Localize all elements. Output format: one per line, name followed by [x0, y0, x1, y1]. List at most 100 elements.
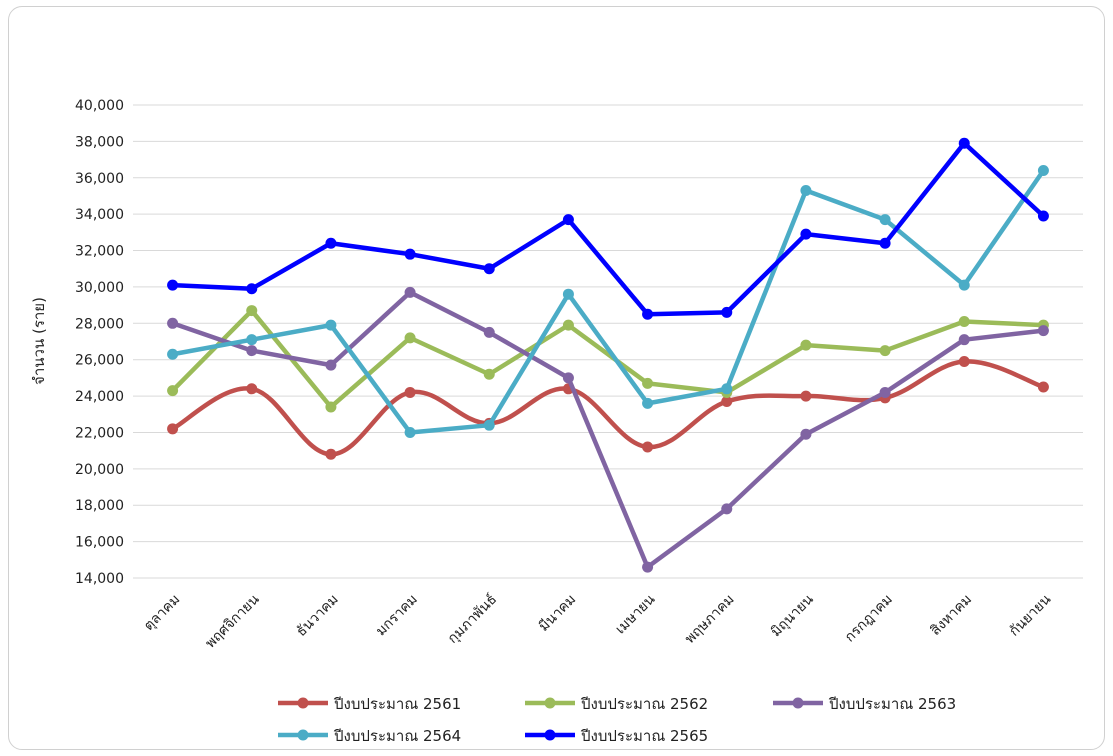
series-line: [171, 290, 1044, 570]
series-lines: [167, 137, 1049, 573]
x-tick-label: กรกฎาคม: [842, 592, 896, 646]
data-point: [404, 286, 416, 298]
data-point: [167, 279, 179, 291]
series-line: [172, 140, 1045, 317]
y-tick-label: 22,000: [75, 425, 124, 441]
series-line: [170, 308, 1044, 410]
data-point: [879, 237, 891, 249]
data-point: [1037, 381, 1049, 393]
legend-label: ปีงบประมาณ 2565: [580, 727, 708, 745]
data-point: [721, 396, 733, 408]
data-point: [562, 319, 574, 331]
legend-swatch-marker: [792, 697, 804, 709]
y-tick-label: 40,000: [75, 98, 124, 114]
legend-swatch-marker: [297, 729, 309, 741]
data-point: [1037, 325, 1049, 337]
legend: ปีงบประมาณ 2561 ปีงบประมาณ 2562 ปีงบประมาณ…: [278, 695, 956, 745]
x-axis-ticks: ตุลาคม พฤศจิกายน ธันวาคม มกราคม กุมภาพันธ์ มี…: [141, 591, 1055, 652]
data-point: [958, 279, 970, 291]
data-point: [404, 248, 416, 260]
legend-item: ปีงบประมาณ 2565: [525, 727, 708, 745]
y-tick-label: 26,000: [75, 353, 124, 369]
data-point: [800, 390, 812, 402]
x-tick-label: พฤศจิกายน: [203, 591, 263, 651]
gridlines: [133, 104, 1083, 579]
data-point: [879, 386, 891, 398]
data-point: [246, 283, 258, 295]
data-point: [325, 401, 337, 413]
x-tick-label: ตุลาคม: [141, 592, 184, 635]
x-tick-label: กันยายน: [1006, 591, 1054, 639]
data-point: [800, 428, 812, 440]
x-tick-label: สิงหาคม: [928, 592, 975, 639]
data-point: [483, 419, 495, 431]
data-point: [167, 423, 179, 435]
legend-item: ปีงบประมาณ 2563: [773, 695, 956, 713]
x-tick-label: มกราคม: [373, 592, 421, 640]
series-line: [172, 169, 1046, 435]
series-3: [167, 286, 1049, 573]
data-point: [246, 345, 258, 357]
data-point: [958, 137, 970, 149]
data-point: [404, 386, 416, 398]
data-point: [800, 228, 812, 240]
data-point: [642, 308, 654, 320]
data-point: [483, 326, 495, 338]
y-tick-label: 38,000: [75, 134, 124, 150]
legend-swatch-marker: [544, 729, 556, 741]
data-point: [642, 397, 654, 409]
data-point: [800, 339, 812, 351]
y-tick-label: 14,000: [75, 571, 124, 587]
data-point: [721, 306, 733, 318]
y-tick-label: 20,000: [75, 462, 124, 478]
data-point: [958, 356, 970, 368]
data-point: [562, 372, 574, 384]
x-tick-label: เมษายน: [613, 591, 659, 637]
data-point: [167, 348, 179, 360]
x-tick-label: พฤษภาคม: [682, 592, 738, 648]
y-axis-ticks: 14,000 16,000 18,000 20,000 22,000 24,000 26,0…: [75, 98, 124, 587]
y-tick-label: 32,000: [75, 244, 124, 260]
legend-item: ปีงบประมาณ 2562: [525, 695, 708, 713]
legend-label: ปีงบประมาณ 2561: [333, 695, 461, 713]
y-tick-label: 28,000: [75, 316, 124, 332]
data-point: [958, 334, 970, 346]
data-point: [1037, 164, 1049, 176]
legend-swatch-marker: [544, 697, 556, 709]
data-point: [958, 315, 970, 327]
y-tick-label: 18,000: [75, 498, 124, 514]
data-point: [167, 317, 179, 329]
data-point: [879, 214, 891, 226]
data-point: [246, 334, 258, 346]
legend-label: ปีงบประมาณ 2564: [333, 727, 461, 745]
data-point: [1037, 210, 1049, 222]
data-point: [325, 237, 337, 249]
legend-item: ปีงบประมาณ 2564: [278, 727, 461, 745]
data-point: [246, 383, 258, 395]
x-tick-label: ธันวาคม: [293, 592, 341, 640]
data-point: [404, 332, 416, 344]
data-point: [562, 288, 574, 300]
x-tick-label: กุมภาพันธ์: [444, 591, 500, 647]
x-tick-label: มิถุนายน: [768, 591, 817, 640]
series-5: [167, 137, 1049, 320]
y-axis-label: จำนวน (ราย): [30, 297, 48, 385]
legend-label: ปีงบประมาณ 2563: [828, 695, 956, 713]
y-tick-label: 30,000: [75, 280, 124, 296]
legend-swatch-marker: [297, 697, 309, 709]
data-point: [404, 426, 416, 438]
data-point: [879, 345, 891, 357]
data-point: [246, 305, 258, 317]
data-point: [642, 441, 654, 453]
data-point: [642, 561, 654, 573]
y-tick-label: 34,000: [75, 207, 124, 223]
data-point: [325, 448, 337, 460]
legend-label: ปีงบประมาณ 2562: [580, 695, 708, 713]
data-point: [167, 385, 179, 397]
data-point: [562, 214, 574, 226]
data-point: [325, 319, 337, 331]
data-point: [800, 185, 812, 197]
y-tick-label: 36,000: [75, 171, 124, 187]
legend-item: ปีงบประมาณ 2561: [278, 695, 461, 713]
y-tick-label: 24,000: [75, 389, 124, 405]
